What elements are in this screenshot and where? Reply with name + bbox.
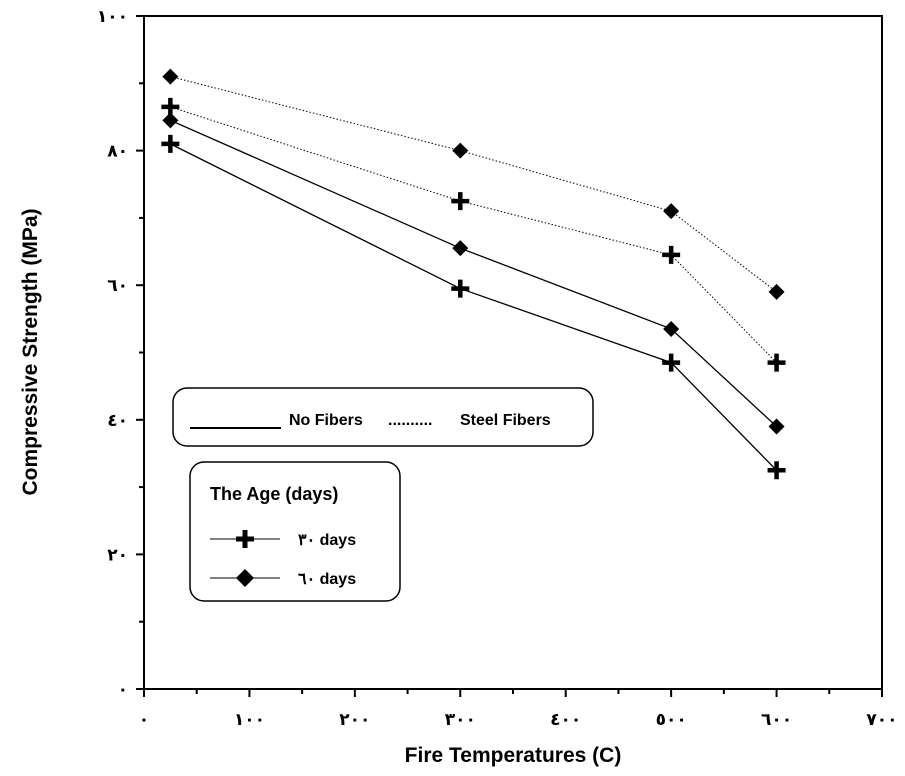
x-tick-label: ٤٠٠	[550, 710, 581, 730]
y-tick-label: ٠	[118, 680, 128, 700]
series-line-nf30	[170, 143, 778, 471]
series-line-nf60	[170, 119, 778, 428]
x-tick-label: ١٠٠	[234, 710, 265, 730]
axis-ticks: ٠ ١٠٠ ٢٠٠ ٣٠٠ ٤٠٠ ٥٠٠ ٦٠٠ ٧٠٠ ٠ ٢٠ ٤٠ ٦٠ ٨٠ ١٠٠	[97, 7, 898, 730]
line-style-legend: No Fibers .......... Steel Fibers	[172, 387, 594, 447]
data-point-nf60	[162, 112, 179, 129]
data-point-nf30	[161, 134, 180, 153]
marker-legend: The Age (days) ٣٠ days ٦٠ days	[189, 461, 401, 602]
data-point-nf60	[452, 240, 469, 257]
x-tick-label: ٦٠٠	[761, 710, 792, 730]
legend-label-30: ٣٠ days	[298, 532, 356, 549]
y-tick-label: ٤٠	[107, 411, 128, 431]
solid-line-label: No Fibers	[289, 412, 363, 429]
y-tick-label: ١٠٠	[97, 7, 128, 27]
data-point-sf30	[767, 353, 786, 372]
series-layer	[161, 68, 786, 480]
line-style-legend-box	[172, 387, 594, 447]
data-point-sf30	[662, 245, 681, 264]
y-tick-label: ٢٠	[107, 545, 128, 565]
x-tick-label: ٣٠٠	[445, 710, 476, 730]
data-point-nf30	[662, 353, 681, 372]
data-point-nf30	[451, 279, 470, 298]
data-point-nf60	[768, 418, 785, 435]
y-tick-label: ٨٠	[107, 142, 128, 162]
x-tick-label: ٠	[139, 710, 149, 730]
x-tick-label: ٧٠٠	[866, 710, 897, 730]
data-point-nf30	[767, 461, 786, 480]
data-point-sf60	[452, 142, 469, 159]
data-point-sf60	[768, 283, 785, 300]
data-point-sf60	[663, 203, 680, 220]
dotted-line-label: Steel Fibers	[460, 412, 551, 429]
data-point-nf60	[663, 320, 680, 337]
x-axis-title: Fire Temperatures (C)	[405, 744, 622, 767]
data-point-sf30	[161, 97, 180, 116]
dotted-line-sample: ..........	[388, 412, 432, 429]
marker-legend-box	[189, 461, 401, 602]
y-axis-title: Compressive Strength (MPa)	[19, 208, 42, 495]
series-line-sf30	[170, 106, 777, 363]
marker-legend-title: The Age (days)	[210, 484, 338, 504]
series-line-sf60	[170, 76, 777, 293]
data-point-sf60	[162, 68, 179, 85]
legend-label-60: ٦٠ days	[298, 571, 356, 588]
diamond-marker-icon	[236, 569, 254, 587]
x-tick-label: ٢٠٠	[339, 710, 370, 730]
x-tick-label: ٥٠٠	[656, 710, 687, 730]
plus-marker-icon	[236, 530, 254, 548]
y-tick-label: ٦٠	[107, 276, 128, 296]
data-point-sf30	[451, 192, 470, 211]
